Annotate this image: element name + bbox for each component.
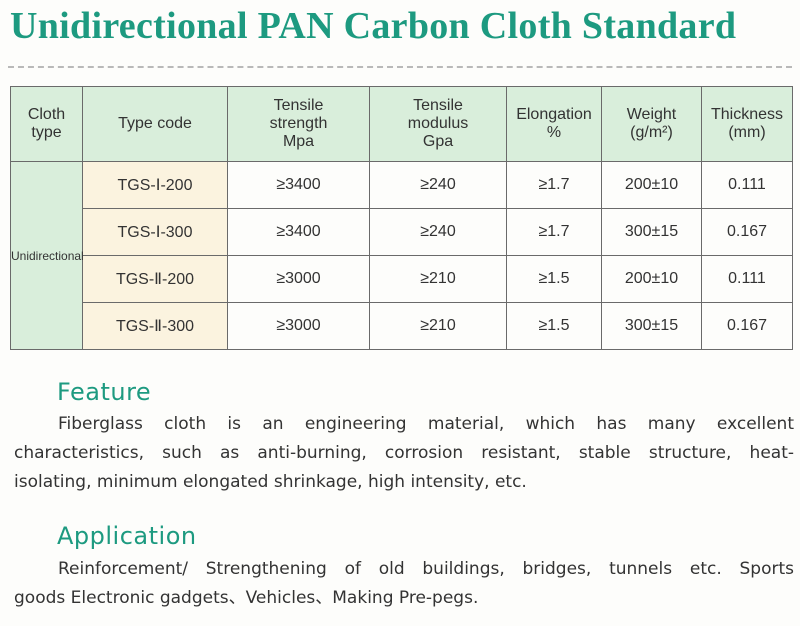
application-line: Reinforcement/ Strengthening of old buil… <box>58 559 794 579</box>
feature-line: Fiberglass cloth is an engineering mater… <box>58 414 794 434</box>
application-heading: Application <box>57 522 197 550</box>
header-thickness: Thickness (mm) <box>701 86 793 162</box>
thickness-cell: 0.167 <box>701 208 793 256</box>
application-line: goods Electronic gadgets、Vehicles、Making… <box>14 588 479 608</box>
header-weight: Weight (g/m²) <box>601 86 702 162</box>
type-code-cell: TGS-Ⅰ-200 <box>82 161 228 209</box>
application-paragraph: Reinforcement/ Strengthening of old buil… <box>14 555 794 613</box>
feature-line: characteristics, such as anti-burning, c… <box>14 443 794 463</box>
elongation-cell: ≥1.5 <box>506 302 602 350</box>
feature-paragraph: Fiberglass cloth is an engineering mater… <box>14 410 794 497</box>
type-code-cell: TGS-Ⅱ-200 <box>82 255 228 303</box>
weight-cell: 300±15 <box>601 302 702 350</box>
feature-line: isolating, minimum elongated shrinkage, … <box>14 472 527 492</box>
weight-cell: 200±10 <box>601 161 702 209</box>
feature-heading: Feature <box>57 378 152 406</box>
weight-cell: 300±15 <box>601 208 702 256</box>
table-row: TGS-Ⅰ-300 ≥3400 ≥240 ≥1.7 300±15 0.167 <box>11 208 793 256</box>
table-row: TGS-Ⅱ-300 ≥3000 ≥210 ≥1.5 300±15 0.167 <box>11 302 793 350</box>
title-divider <box>8 66 792 68</box>
elongation-cell: ≥1.7 <box>506 208 602 256</box>
table-row: Unidirectional TGS-Ⅰ-200 ≥3400 ≥240 ≥1.7… <box>10 161 793 350</box>
thickness-cell: 0.111 <box>701 255 793 303</box>
modulus-cell: ≥210 <box>369 255 507 303</box>
table-header-row: Cloth type Type code Tensile strength Mpa T… <box>10 86 793 162</box>
spec-table: Cloth type Type code Tensile strength Mpa T… <box>10 86 793 350</box>
strength-cell: ≥3000 <box>227 255 370 303</box>
modulus-cell: ≥210 <box>369 302 507 350</box>
strength-cell: ≥3400 <box>227 161 370 209</box>
modulus-cell: ≥240 <box>369 161 507 209</box>
header-cloth-type: Cloth type <box>10 86 83 162</box>
elongation-cell: ≥1.5 <box>506 255 602 303</box>
cloth-type-cell: Unidirectional <box>10 161 84 350</box>
elongation-cell: ≥1.7 <box>506 161 602 209</box>
weight-cell: 200±10 <box>601 255 702 303</box>
header-elongation: Elongation% <box>506 86 602 162</box>
thickness-cell: 0.167 <box>701 302 793 350</box>
page-title: Unidirectional PAN Carbon Cloth Standard <box>10 5 737 47</box>
table-row: TGS-Ⅱ-200 ≥3000 ≥210 ≥1.5 200±10 0.111 <box>11 255 793 303</box>
strength-cell: ≥3000 <box>227 302 370 350</box>
modulus-cell: ≥240 <box>369 208 507 256</box>
type-code-cell: TGS-Ⅰ-300 <box>82 208 228 256</box>
header-tensile-modulus: Tensile modulus Gpa <box>369 86 507 162</box>
header-tensile-strength: Tensile strength Mpa <box>227 86 370 162</box>
strength-cell: ≥3400 <box>227 208 370 256</box>
header-type-code: Type code <box>82 86 228 162</box>
type-code-cell: TGS-Ⅱ-300 <box>82 302 228 350</box>
thickness-cell: 0.111 <box>701 161 793 209</box>
